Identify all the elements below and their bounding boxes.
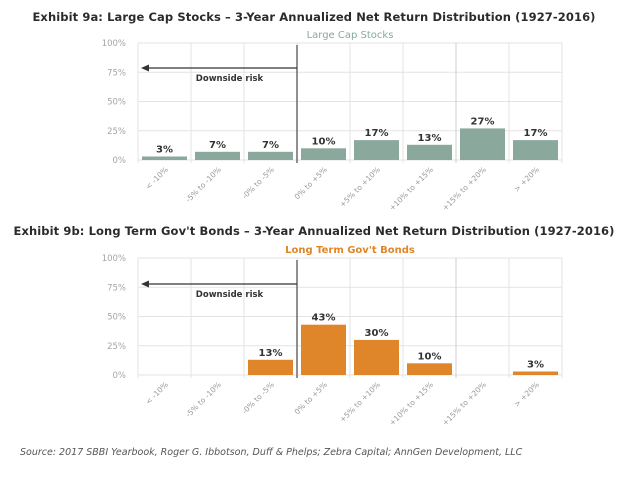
x-tick-label: < -10% (144, 380, 170, 406)
x-tick-label: -0% to -5% (240, 380, 276, 416)
bar-3 (301, 148, 346, 160)
bar-value-label: 10% (418, 351, 442, 362)
bar-value-label: 17% (524, 128, 548, 139)
bar-value-label: 43% (312, 313, 336, 324)
bar-value-label: 3% (527, 359, 544, 370)
y-tick-label: 25% (107, 127, 126, 137)
bar-value-label: 7% (209, 140, 226, 151)
bar-value-label: 30% (365, 328, 389, 339)
bar-4 (354, 339, 399, 375)
bar-value-label: 13% (259, 348, 283, 359)
exhibit-9b-title: Exhibit 9b: Long Term Gov't Bonds – 3-Ye… (13, 224, 615, 238)
x-tick-label: -5% to -10% (184, 380, 223, 419)
bar-value-label: 13% (418, 133, 442, 144)
y-tick-label: 75% (107, 68, 126, 78)
downside-risk-annotation: Downside risk (196, 290, 264, 300)
chart-subtitle: Long Term Gov't Bonds (285, 245, 415, 256)
bar-value-label: 27% (471, 116, 495, 127)
bar-1 (195, 151, 240, 160)
bar-4 (354, 140, 399, 160)
y-tick-label: 75% (107, 283, 126, 293)
y-tick-label: 0% (113, 371, 127, 381)
y-tick-label: 50% (107, 98, 126, 108)
bar-2 (248, 359, 293, 375)
bar-0 (142, 156, 187, 160)
y-tick-label: 0% (113, 156, 127, 166)
arrow-left-icon (141, 64, 149, 72)
bar-7 (513, 371, 558, 375)
downside-risk-annotation: Downside risk (196, 74, 264, 84)
x-tick-label: > +20% (512, 380, 541, 409)
bar-5 (407, 144, 452, 160)
chart-subtitle: Large Cap Stocks (307, 30, 394, 41)
y-tick-label: 50% (107, 313, 126, 323)
arrow-left-icon (141, 280, 149, 288)
bar-6 (460, 128, 505, 160)
bar-2 (248, 151, 293, 160)
bar-value-label: 7% (262, 140, 279, 151)
x-tick-label: 0% to +5% (293, 380, 329, 416)
x-tick-label: +15% to +20% (440, 380, 488, 428)
bar-5 (407, 363, 452, 375)
x-tick-label: +10% to +15% (387, 380, 435, 428)
x-tick-label: +5% to +10% (338, 380, 382, 424)
bar-value-label: 10% (312, 136, 336, 147)
y-tick-label: 100% (102, 39, 126, 49)
bar-value-label: 3% (156, 144, 173, 155)
bar-value-label: 17% (365, 128, 389, 139)
source-note: Source: 2017 SBBI Yearbook, Roger G. Ibb… (20, 447, 523, 458)
bar-7 (513, 140, 558, 160)
y-tick-label: 100% (102, 254, 126, 264)
exhibit-9a-title: Exhibit 9a: Large Cap Stocks – 3-Year An… (32, 10, 596, 24)
bar-3 (301, 324, 346, 375)
y-tick-label: 25% (107, 342, 126, 352)
